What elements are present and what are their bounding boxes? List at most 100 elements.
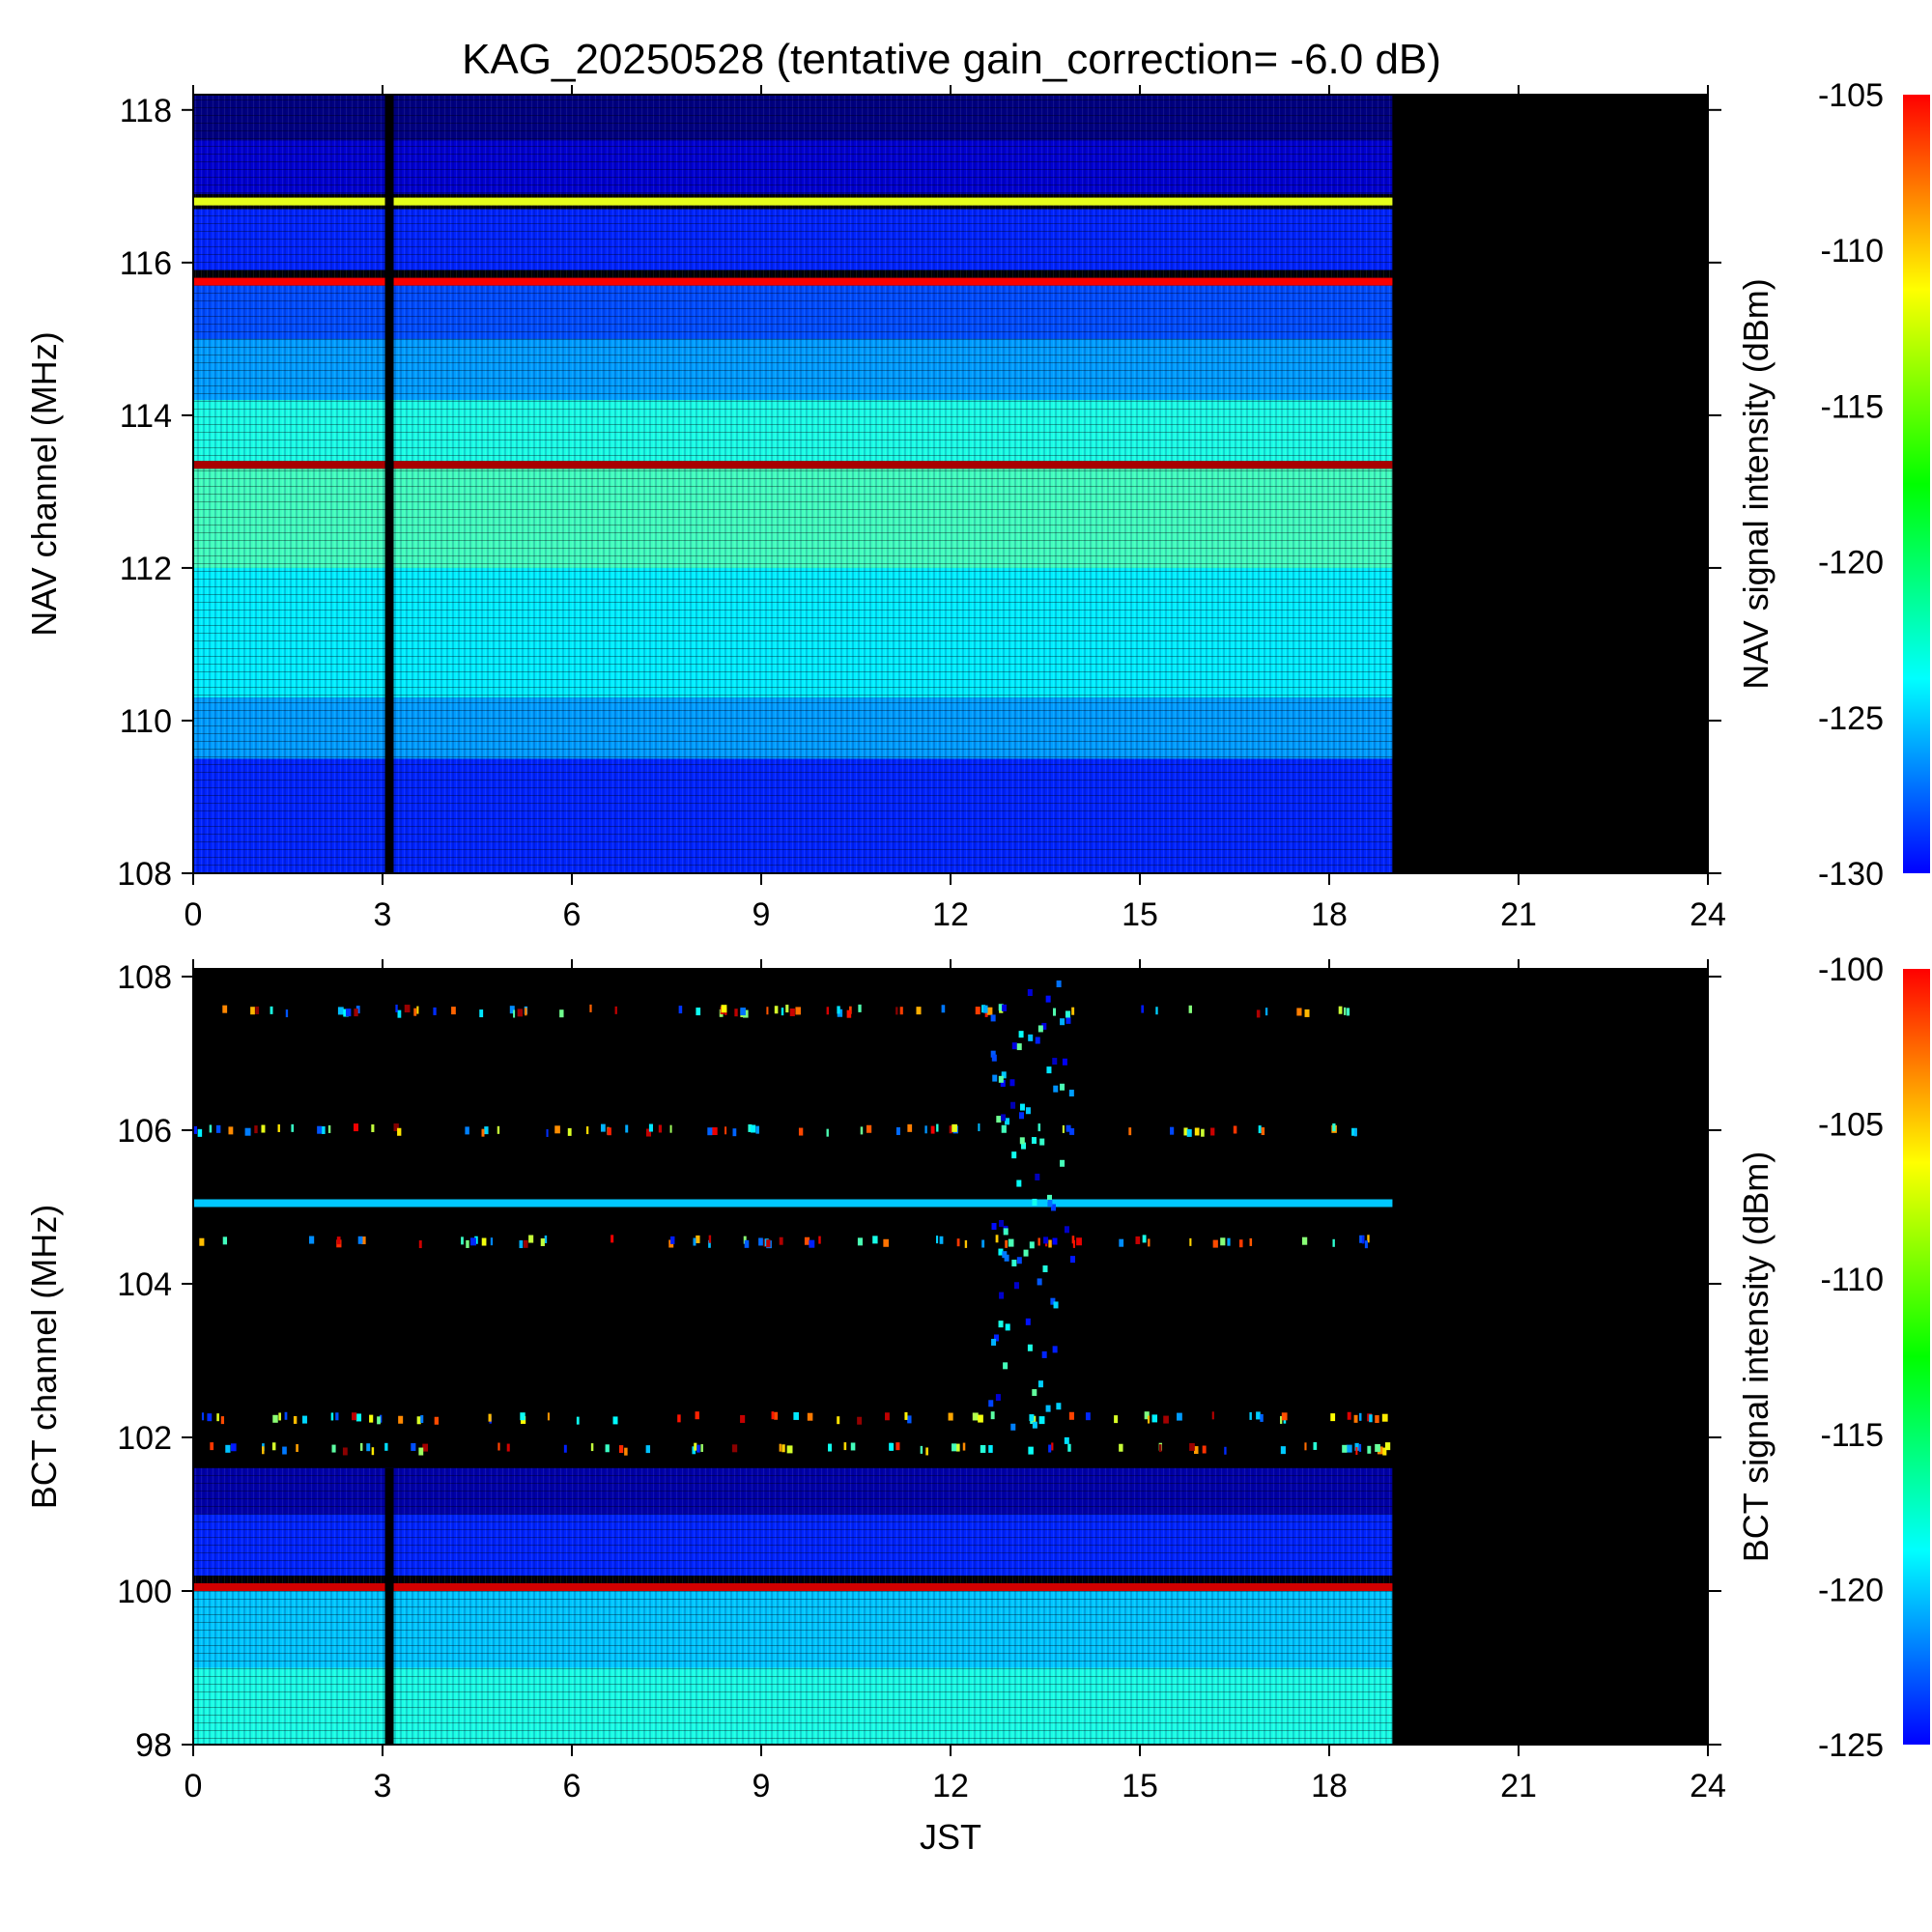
bct-burst-mark xyxy=(1046,1066,1052,1074)
bct-signal-mark xyxy=(271,1442,276,1451)
bct-burst-mark xyxy=(1035,1173,1040,1180)
bct-signal-mark xyxy=(1177,1412,1182,1421)
bct-xtick-label: 12 xyxy=(932,1768,969,1804)
bct-signal-mark xyxy=(520,1412,526,1421)
bct-signal-mark xyxy=(1364,1240,1368,1249)
bct-signal-mark xyxy=(925,1447,928,1456)
bct-signal-mark xyxy=(544,1236,548,1244)
bct-signal-mark xyxy=(1238,1239,1243,1248)
bct-signal-mark xyxy=(451,1007,456,1015)
bct-signal-mark xyxy=(474,1236,478,1244)
bct-signal-mark xyxy=(285,1009,289,1018)
bct-signal-mark xyxy=(488,1413,492,1422)
bct-signal-mark xyxy=(980,1444,986,1453)
bct-ytick-label: 106 xyxy=(117,1113,172,1150)
bct-signal-mark xyxy=(907,1415,912,1424)
bct-signal-mark xyxy=(857,1237,863,1246)
bct-xtick-label: 9 xyxy=(753,1768,771,1804)
bct-signal-mark xyxy=(809,1239,815,1248)
bct-signal-mark xyxy=(1211,1411,1214,1420)
bct-burst-mark xyxy=(1056,980,1062,988)
bct-burst-mark xyxy=(1003,1228,1009,1236)
bct-signal-mark xyxy=(1355,1447,1358,1456)
bct-signal-mark xyxy=(506,1443,510,1452)
bct-signal-mark xyxy=(1194,1127,1200,1136)
bct-burst-mark xyxy=(1004,1254,1009,1262)
bct-signal-mark xyxy=(589,1004,592,1012)
bct-signal-mark xyxy=(607,1127,611,1136)
bct-signal-mark xyxy=(1071,1236,1075,1244)
bct-signal-mark xyxy=(678,1006,683,1014)
nav-colorbar-tick-label: -130 xyxy=(1818,856,1884,893)
bct-xtick-label: 3 xyxy=(374,1768,392,1804)
bct-burst-mark xyxy=(1046,1194,1052,1202)
bct-signal-mark xyxy=(1144,1411,1150,1420)
bct-burst-mark xyxy=(991,1054,997,1062)
bct-signal-mark xyxy=(614,1006,617,1014)
bct-signal-mark xyxy=(1382,1447,1387,1456)
bct-signal-mark xyxy=(416,1006,419,1014)
bct-signal-mark xyxy=(766,1007,769,1015)
bct-signal-mark xyxy=(669,1124,672,1133)
bct-signal-mark xyxy=(517,1009,524,1017)
bct-signal-mark xyxy=(920,1445,923,1454)
bct-signal-mark xyxy=(645,1128,651,1137)
bct-ytick-label: 102 xyxy=(117,1420,172,1457)
bct-xtick-label: 24 xyxy=(1690,1768,1726,1804)
bct-burst-mark xyxy=(1052,1346,1058,1353)
bct-signal-mark xyxy=(962,1442,966,1451)
bct-signal-mark xyxy=(228,1126,234,1135)
bct-signal-mark xyxy=(230,1443,237,1452)
bct-burst-mark xyxy=(1064,1436,1069,1444)
bct-signal-mark xyxy=(1358,1443,1362,1452)
bct-signal-mark xyxy=(466,1239,469,1248)
bct-signal-mark xyxy=(696,1008,701,1016)
bct-signal-mark xyxy=(497,1125,500,1134)
bct-signal-mark xyxy=(461,1236,464,1245)
bct-signal-mark xyxy=(254,1125,258,1134)
bct-signal-mark xyxy=(826,1007,830,1015)
bct-signal-mark xyxy=(612,1416,618,1425)
bct-signal-mark xyxy=(670,1236,675,1244)
bct-signal-mark xyxy=(216,1413,219,1422)
bct-signal-mark xyxy=(740,1008,746,1016)
bct-signal-mark xyxy=(398,1415,404,1424)
bct-burst-mark xyxy=(995,1394,1001,1402)
bct-signal-mark xyxy=(201,1412,205,1421)
bct-signal-mark xyxy=(422,1443,429,1452)
bct-signal-mark xyxy=(327,1124,331,1133)
bct-signal-mark xyxy=(1338,1006,1343,1014)
bct-burst-mark xyxy=(998,1004,1004,1011)
bct-signal-mark xyxy=(625,1124,629,1133)
bct-signal-mark xyxy=(317,1125,323,1134)
bct-burst-mark xyxy=(1019,1103,1025,1111)
bct-signal-mark xyxy=(936,1236,939,1244)
bct-burst-mark xyxy=(1002,1251,1008,1259)
bct-signal-mark xyxy=(907,1123,913,1132)
bct-signal-mark xyxy=(1233,1125,1237,1134)
bct-ytick-label: 100 xyxy=(117,1574,172,1610)
bct-signal-mark xyxy=(1347,1411,1351,1420)
bct-signal-mark xyxy=(465,1126,469,1135)
bct-signal-mark xyxy=(528,1235,534,1243)
bct-burst-mark xyxy=(1027,989,1033,997)
bct-signal-mark xyxy=(411,1442,416,1451)
bct-signal-mark xyxy=(215,1124,221,1133)
bct-signal-mark xyxy=(895,1126,900,1135)
bct-burst-mark xyxy=(1011,1042,1017,1050)
bct-signal-mark xyxy=(955,1443,960,1452)
bct-signal-mark xyxy=(707,1127,713,1136)
bct-signal-mark xyxy=(1072,1239,1075,1248)
bct-signal-mark xyxy=(645,1445,651,1454)
bct-signal-mark xyxy=(1048,1239,1052,1248)
bct-signal-mark xyxy=(284,1411,288,1420)
bct-signal-mark xyxy=(209,1124,213,1133)
bct-signal-mark xyxy=(379,1414,383,1423)
bct-signal-mark xyxy=(795,1007,801,1015)
bct-signal-mark xyxy=(377,1416,381,1425)
bct-signal-mark xyxy=(369,1414,374,1423)
bct-burst-mark xyxy=(1002,1004,1008,1011)
bct-burst-mark xyxy=(1064,1226,1069,1234)
bct-burst-mark xyxy=(1016,1179,1022,1187)
bct-signal-mark xyxy=(995,1235,999,1243)
